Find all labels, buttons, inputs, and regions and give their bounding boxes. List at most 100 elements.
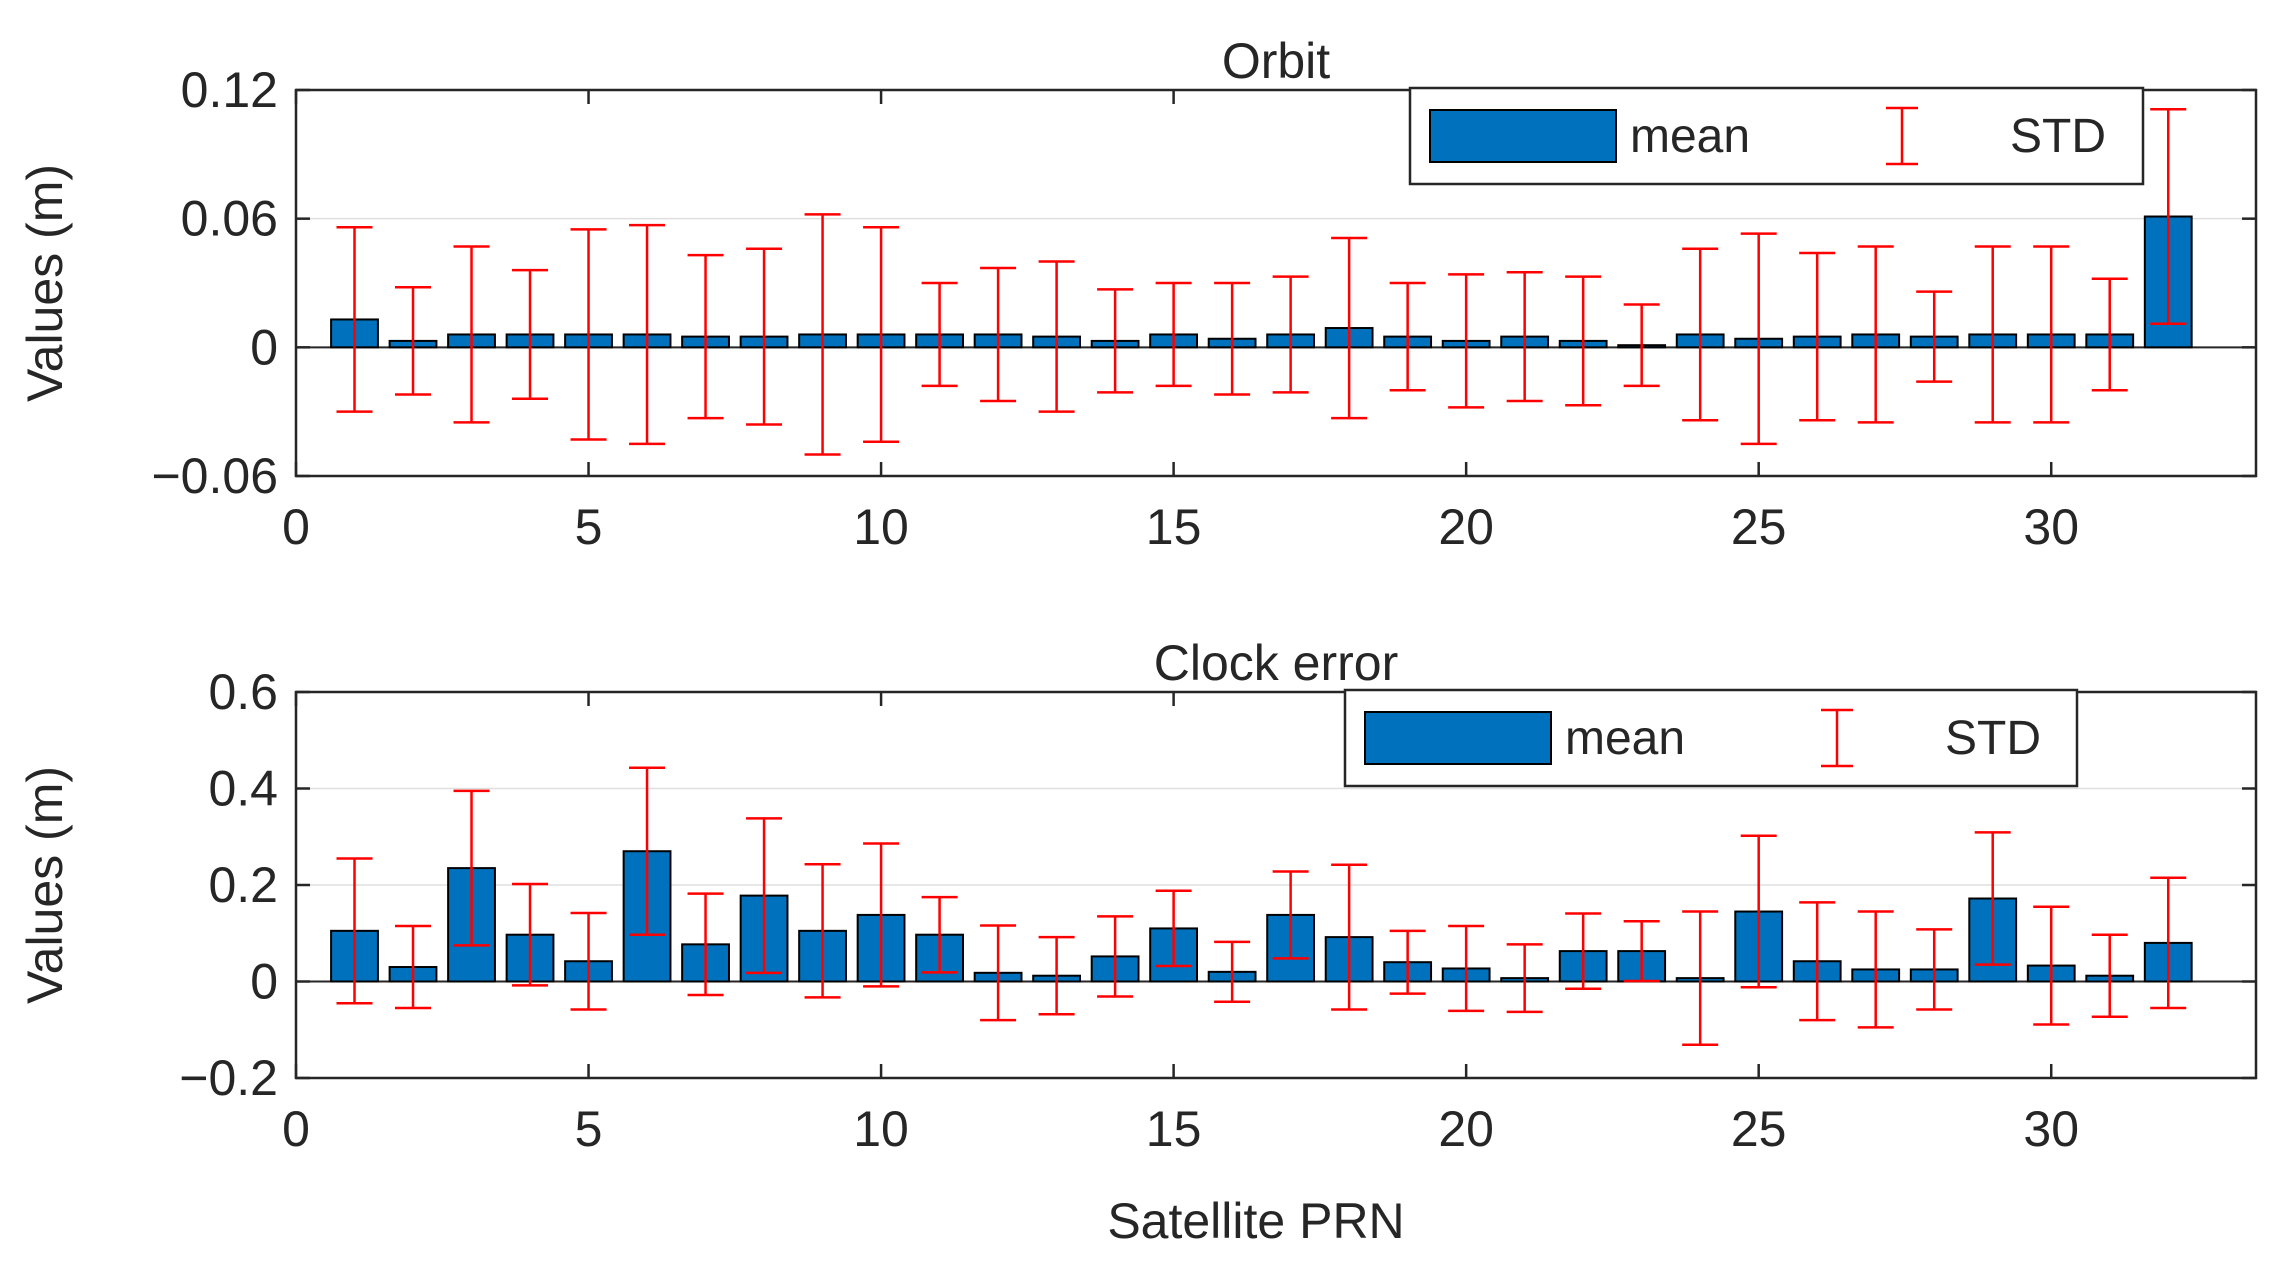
clock-x-tick-label: 30 [2023,1101,2079,1157]
clock-errorbar-prn-8 [746,817,783,975]
orbit-axes-box [294,88,2258,478]
clock-y-ticks: −0.2 0 0.2 0.4 0.6 [179,664,2256,1106]
orbit-errorbar-prn-25 [1740,232,1777,446]
orbit-errorbar-prn-6 [629,223,666,446]
orbit-errorbar-prn-8 [746,247,783,426]
orbit-errorbar-prn-24 [1682,247,1719,422]
clock-errorbar-prn-1 [336,857,373,1005]
orbit-errorbar-prn-26 [1799,251,1836,422]
clock-errorbar-prn-12 [980,924,1017,1022]
orbit-legend-std-label: STD [2010,110,2106,163]
orbit-errorbar-prn-14 [1097,288,1134,394]
orbit-errorbar-prn-4 [512,268,549,401]
orbit-errorbar-prn-9 [804,213,841,456]
clock-x-tick-label: 20 [1438,1101,1494,1157]
clock-legend: mean STD [1343,688,2079,788]
orbit-errorbars [336,108,2187,456]
orbit-errorbar-prn-12 [980,266,1017,403]
orbit-errorbar-prn-29 [1974,245,2011,424]
clock-y-tick-label: 0.2 [208,857,278,913]
orbit-errorbar-prn-1 [336,225,373,413]
clock-legend-std-icon [1821,708,1853,768]
orbit-errorbar-prn-3 [453,245,490,424]
orbit-errorbar-prn-27 [1857,245,1894,424]
orbit-y-axis-label: Values (m) [17,164,73,402]
orbit-errorbar-prn-21 [1506,271,1543,403]
clock-y-tick-label: 0 [250,954,278,1010]
orbit-x-tick-label: 10 [853,499,909,555]
orbit-errorbar-prn-19 [1389,281,1426,392]
clock-errorbar-prn-23 [1623,919,1660,983]
orbit-y-tick-label: 0 [250,319,278,375]
clock-errorbar-prn-5 [570,911,607,1011]
clock-errorbar-prn-32 [2150,876,2187,1010]
clock-errorbar-prn-14 [1097,915,1134,998]
clock-errorbar-prn-15 [1155,889,1192,968]
orbit-errorbar-prn-11 [921,281,958,388]
orbit-errorbar-prn-18 [1331,236,1368,420]
clock-x-tick-label: 5 [575,1101,603,1157]
clock-errorbar-prn-4 [512,882,549,987]
clock-errorbar-prn-30 [2033,905,2070,1026]
clock-errorbar-prn-31 [2091,933,2128,1018]
clock-errorbar-prn-24 [1682,910,1719,1046]
orbit-legend-mean-label: mean [1630,110,1750,163]
clock-legend-std-label: STD [1945,712,2041,765]
clock-x-ticks: 0 5 10 15 20 25 30 [282,692,2079,1157]
clock-legend-box [1343,688,2079,788]
orbit-x-ticks: 0 5 10 15 20 25 30 [282,90,2079,555]
clock-errorbar-prn-18 [1331,863,1368,1011]
clock-x-tick-label: 25 [1731,1101,1787,1157]
clock-errorbar-prn-13 [1038,935,1075,1016]
orbit-errorbar-prn-32 [2150,108,2187,325]
clock-errorbar-prn-9 [804,863,841,999]
orbit-legend-std-icon [1886,106,1918,166]
clock-errorbar-prn-2 [395,924,432,1010]
clock-errorbar-prn-29 [1974,831,2011,966]
orbit-title: Orbit [1222,33,1330,89]
orbit-errorbar-prn-2 [395,286,432,396]
orbit-y-ticks: −0.06 0 0.06 0.12 [151,62,2256,504]
clock-x-tick-label: 15 [1146,1101,1202,1157]
clock-y-tick-label: 0.6 [208,664,278,720]
clock-x-tick-label: 10 [853,1101,909,1157]
orbit-x-tick-label: 15 [1146,499,1202,555]
clock-errorbars [336,766,2187,1046]
orbit-errorbar-prn-16 [1214,281,1251,396]
orbit-errorbar-prn-17 [1272,275,1309,394]
clock-errorbar-prn-26 [1799,901,1836,1022]
clock-errorbar-prn-7 [687,892,724,997]
clock-errorbar-prn-6 [629,766,666,936]
clock-errorbar-prn-3 [453,789,490,947]
orbit-legend: mean STD [1408,86,2145,186]
clock-errorbar-prn-28 [1916,928,1953,1011]
orbit-errorbar-prn-30 [2033,245,2070,424]
clock-legend-mean-swatch [1364,711,1552,765]
clock-x-tick-label: 0 [282,1101,310,1157]
orbit-errorbar-prn-10 [863,225,900,443]
orbit-legend-mean-swatch [1429,109,1617,163]
clock-errorbar-prn-21 [1506,943,1543,1014]
clock-y-tick-label: −0.2 [179,1050,278,1106]
clock-x-axis-label: Satellite PRN [1107,1193,1404,1249]
orbit-x-tick-label: 25 [1731,499,1787,555]
clock-error-panel: 0 5 10 15 20 25 30 −0.200.20.40.6 Clock error … [17,635,2258,1249]
orbit-y-tick-label: 0.12 [181,62,278,118]
clock-errorbar-prn-19 [1389,929,1426,995]
orbit-x-tick-label: 30 [2023,499,2079,555]
orbit-errorbar-prn-7 [687,253,724,420]
orbit-errorbar-prn-28 [1916,290,1953,383]
clock-errorbar-prn-16 [1214,940,1251,1004]
orbit-errorbar-prn-31 [2091,277,2128,392]
orbit-y-tick-label: −0.06 [151,448,278,504]
clock-legend-mean-label: mean [1565,712,1685,765]
orbit-x-tick-label: 0 [282,499,310,555]
orbit-errorbar-prn-15 [1155,281,1192,388]
orbit-errorbar-prn-5 [570,228,607,441]
clock-errorbar-prn-11 [921,895,958,974]
clock-title: Clock error [1154,635,1398,691]
clock-errorbar-prn-20 [1448,924,1485,1013]
